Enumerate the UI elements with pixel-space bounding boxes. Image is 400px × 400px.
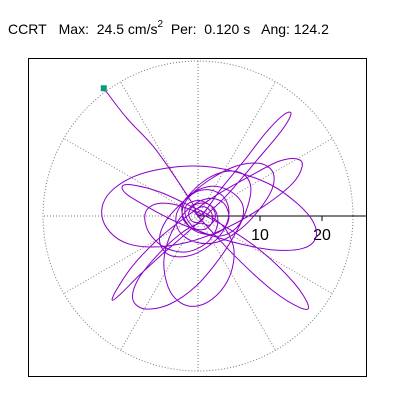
angle-value: 124.2 — [293, 21, 329, 37]
grid-spoke — [120, 215, 199, 351]
grid-spoke — [197, 215, 333, 294]
angle-label: Ang: — [261, 21, 290, 37]
max-exponent: 2 — [157, 19, 164, 30]
motion-trace — [101, 87, 317, 310]
polar-axis — [198, 215, 366, 221]
start-marker — [100, 85, 107, 92]
grid-spoke — [197, 215, 276, 351]
max-label: Max: — [58, 21, 89, 37]
trace-markers — [100, 85, 107, 92]
grid-spoke — [197, 138, 333, 217]
header-readout: CCRT Max: 24.5 cm/s2 Per: 0.120 s Ang: 12… — [8, 16, 329, 38]
grid-spoke — [197, 81, 276, 217]
radial-tick-label: 10 — [251, 227, 269, 244]
grid-spoke — [120, 81, 199, 217]
grid-spoke — [63, 215, 199, 294]
max-value: 24.5 cm/s — [96, 21, 158, 37]
radial-tick-labels: 10 20 — [251, 227, 331, 244]
trace-line — [101, 87, 317, 310]
grid-spoke — [63, 138, 199, 217]
period-value: 0.120 s — [204, 21, 251, 37]
station-code: CCRT — [8, 21, 47, 37]
plot-frame — [28, 58, 367, 377]
radial-tick-label: 20 — [313, 227, 331, 244]
period-label: Per: — [170, 21, 197, 37]
